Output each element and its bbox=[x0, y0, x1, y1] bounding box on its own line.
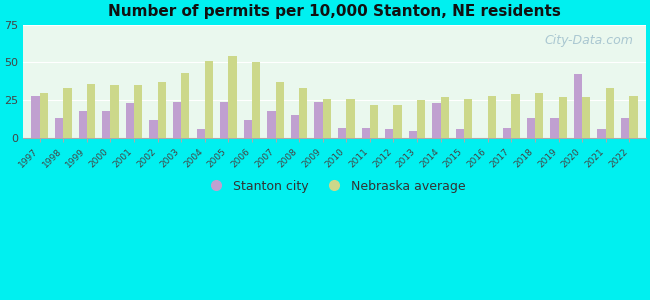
Bar bbox=[606, 88, 614, 138]
Bar bbox=[370, 105, 378, 138]
Bar bbox=[432, 103, 441, 138]
Bar bbox=[87, 84, 95, 138]
Bar bbox=[196, 129, 205, 138]
Bar bbox=[31, 96, 40, 138]
Bar bbox=[409, 130, 417, 138]
Bar bbox=[134, 85, 142, 138]
Bar bbox=[79, 111, 87, 138]
Bar bbox=[220, 102, 228, 138]
Bar bbox=[503, 128, 512, 138]
Bar bbox=[456, 129, 464, 138]
Bar bbox=[488, 96, 496, 138]
Bar bbox=[252, 62, 260, 138]
Bar bbox=[181, 73, 189, 138]
Bar bbox=[597, 129, 606, 138]
Bar bbox=[582, 97, 590, 138]
Bar bbox=[512, 94, 519, 138]
Bar bbox=[535, 93, 543, 138]
Bar bbox=[361, 128, 370, 138]
Bar bbox=[464, 99, 473, 138]
Bar bbox=[299, 88, 307, 138]
Bar bbox=[417, 100, 425, 138]
Bar bbox=[111, 85, 119, 138]
Bar bbox=[551, 118, 558, 138]
Bar bbox=[125, 103, 134, 138]
Bar bbox=[526, 118, 535, 138]
Bar bbox=[63, 88, 72, 138]
Bar bbox=[322, 99, 331, 138]
Bar bbox=[385, 129, 393, 138]
Bar bbox=[150, 120, 157, 138]
Bar bbox=[315, 102, 322, 138]
Bar bbox=[267, 111, 276, 138]
Bar bbox=[621, 118, 629, 138]
Bar bbox=[346, 99, 354, 138]
Bar bbox=[276, 82, 284, 138]
Text: City-Data.com: City-Data.com bbox=[545, 34, 633, 46]
Bar bbox=[574, 74, 582, 138]
Bar bbox=[244, 120, 252, 138]
Bar bbox=[157, 82, 166, 138]
Bar bbox=[228, 56, 237, 138]
Bar bbox=[393, 105, 402, 138]
Title: Number of permits per 10,000 Stanton, NE residents: Number of permits per 10,000 Stanton, NE… bbox=[108, 4, 561, 19]
Legend: Stanton city, Nebraska average: Stanton city, Nebraska average bbox=[198, 175, 471, 198]
Bar bbox=[338, 128, 346, 138]
Bar bbox=[205, 61, 213, 138]
Bar bbox=[441, 97, 449, 138]
Bar bbox=[629, 96, 638, 138]
Bar bbox=[40, 93, 48, 138]
Bar bbox=[291, 116, 299, 138]
Bar bbox=[173, 102, 181, 138]
Bar bbox=[55, 118, 63, 138]
Bar bbox=[102, 111, 110, 138]
Bar bbox=[558, 97, 567, 138]
